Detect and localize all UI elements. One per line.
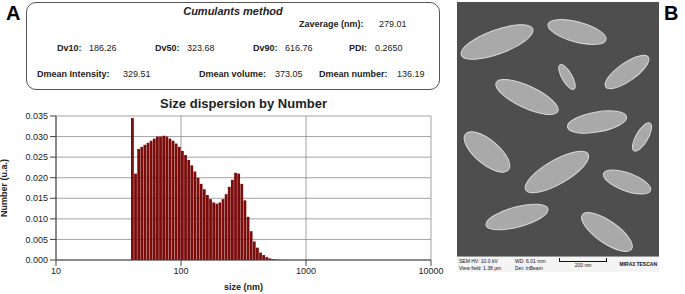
html-text:Dmean Intensity:: Dmean Intensity:	[37, 69, 110, 79]
html-text:A: A	[6, 2, 21, 24]
html-text:MIRA3 TESCAN: MIRA3 TESCAN	[619, 261, 657, 267]
html-text:Cumulants method: Cumulants method	[183, 5, 283, 17]
html-text:Zaverage (nm):: Zaverage (nm):	[299, 19, 364, 29]
html-text:Det: InBeam: Det: InBeam	[515, 265, 543, 271]
html-text:186.26: 186.26	[89, 43, 117, 53]
html-text:View field: 1.38 μm: View field: 1.38 μm	[459, 265, 502, 271]
html-text:0.2650: 0.2650	[375, 43, 403, 53]
svg-text:Number (u.a.): Number (u.a.)	[0, 159, 9, 217]
svg-text:0.005: 0.005	[25, 235, 48, 245]
svg-text:0.020: 0.020	[25, 173, 48, 183]
html-text:373.05: 373.05	[275, 69, 303, 79]
html-text:Dmean volume:: Dmean volume:	[199, 69, 266, 79]
html-text:WD: 6.01 mm: WD: 6.01 mm	[515, 258, 546, 264]
svg-text:10000: 10000	[418, 266, 443, 276]
html-text:SEM HV: 10.0 kV: SEM HV: 10.0 kV	[459, 258, 498, 264]
html-text:PDI:: PDI:	[349, 43, 367, 53]
html-text:Dv90:: Dv90:	[253, 43, 278, 53]
html-text:Dv50:: Dv50:	[155, 43, 180, 53]
svg-text:0.035: 0.035	[25, 111, 48, 121]
html-text:200 nm: 200 nm	[574, 262, 592, 268]
svg-text:0.015: 0.015	[25, 193, 48, 203]
html-text:136.19: 136.19	[397, 69, 425, 79]
html-text:323.68: 323.68	[187, 43, 215, 53]
html-text:279.01: 279.01	[379, 19, 407, 29]
svg-text:1000: 1000	[296, 266, 316, 276]
html-text:Dmean number:: Dmean number:	[319, 69, 388, 79]
html-text:Size dispersion by Number: Size dispersion by Number	[160, 96, 327, 111]
svg-text:0.010: 0.010	[25, 214, 48, 224]
html-text:Dv10:: Dv10:	[57, 43, 82, 53]
svg-text:10: 10	[51, 266, 61, 276]
html-text:329.51: 329.51	[123, 69, 151, 79]
html-text:616.76: 616.76	[285, 43, 313, 53]
svg-text:0.025: 0.025	[25, 152, 48, 162]
html-text:B: B	[664, 2, 679, 24]
svg-text:size (nm): size (nm)	[224, 282, 263, 292]
svg-text:100: 100	[173, 266, 188, 276]
svg-text:0.000: 0.000	[25, 255, 48, 265]
svg-text:0.030: 0.030	[25, 132, 48, 142]
